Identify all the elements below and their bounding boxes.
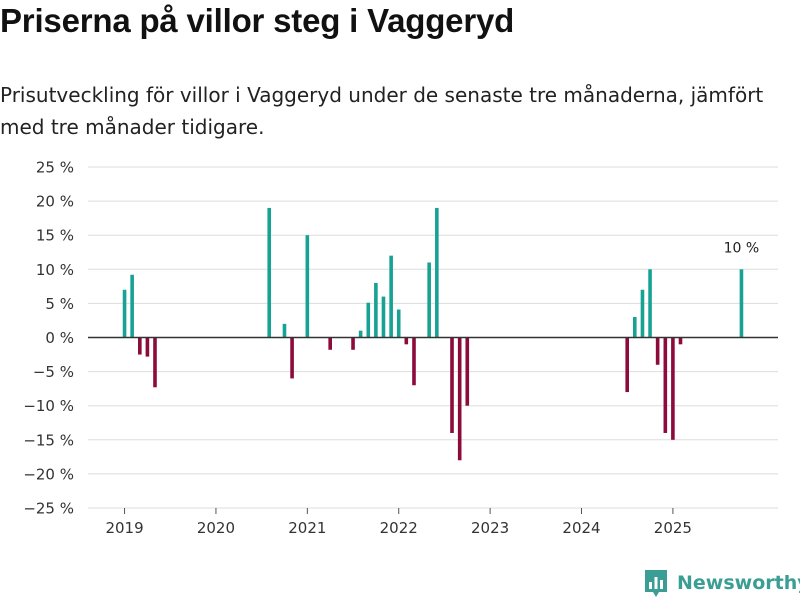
bar <box>663 337 668 433</box>
bar <box>640 289 645 338</box>
bar <box>381 296 386 338</box>
bar <box>678 337 683 345</box>
bar <box>122 289 127 338</box>
bar <box>632 317 637 338</box>
x-tick-label: 2020 <box>197 519 235 537</box>
bar <box>351 337 355 350</box>
data-label: 10 % <box>724 240 760 256</box>
bar <box>138 337 142 355</box>
annotations: 10 % <box>724 240 760 256</box>
bar <box>427 262 431 338</box>
bar <box>389 255 393 338</box>
y-tick-label: −5 % <box>33 363 74 381</box>
x-axis-ticks: 2019 2020 2021 2022 2023 2024 2025 <box>105 508 692 537</box>
y-tick-label: −15 % <box>23 431 74 449</box>
chart-subtitle: Prisutveckling för villor i Vaggeryd und… <box>0 83 764 139</box>
bar <box>374 282 378 338</box>
bar <box>412 337 416 386</box>
y-tick-label: 25 % <box>36 159 74 177</box>
y-tick-label: −20 % <box>23 465 74 483</box>
bar <box>450 337 454 433</box>
chart-title: Priserna på villor steg i Vaggeryd <box>0 2 515 39</box>
bar <box>655 337 660 365</box>
x-tick-label: 2019 <box>105 519 143 537</box>
bars <box>122 207 744 461</box>
bar <box>465 337 470 406</box>
bar <box>358 330 363 338</box>
bar <box>328 337 332 350</box>
bar <box>396 309 401 338</box>
bar <box>290 337 294 379</box>
bar <box>366 302 371 338</box>
x-tick-label: 2022 <box>380 519 418 537</box>
y-tick-label: 5 % <box>45 295 74 313</box>
x-tick-label: 2025 <box>654 519 692 537</box>
x-tick-label: 2024 <box>562 519 600 537</box>
bar <box>305 235 310 338</box>
y-tick-label: −25 % <box>23 500 74 518</box>
newsworthy-logo-icon <box>645 570 667 597</box>
y-tick-label: 15 % <box>36 227 74 245</box>
bar <box>625 337 630 393</box>
y-tick-label: 0 % <box>45 329 74 347</box>
bar <box>457 337 462 461</box>
bar <box>739 269 744 338</box>
x-tick-label: 2023 <box>471 519 509 537</box>
y-tick-label: −10 % <box>23 397 74 415</box>
newsworthy-brand[interactable]: Newsworthy <box>643 566 800 600</box>
gridlines <box>88 166 778 509</box>
y-tick-label: 10 % <box>36 261 74 279</box>
bar <box>282 323 287 338</box>
x-tick-label: 2021 <box>288 519 326 537</box>
bar <box>404 337 409 345</box>
brand-name: Newsworthy <box>677 572 800 594</box>
bar <box>145 337 150 357</box>
bar <box>153 337 157 388</box>
bar <box>130 274 134 338</box>
bar <box>671 337 675 440</box>
bar <box>648 269 652 338</box>
y-tick-label: 20 % <box>36 193 74 211</box>
y-axis-ticks: 25 % 20 % 15 % 10 % 5 % 0 % −5 % −10 % −15 % −20 … <box>23 159 74 518</box>
bar <box>267 207 272 338</box>
bar <box>435 207 439 338</box>
